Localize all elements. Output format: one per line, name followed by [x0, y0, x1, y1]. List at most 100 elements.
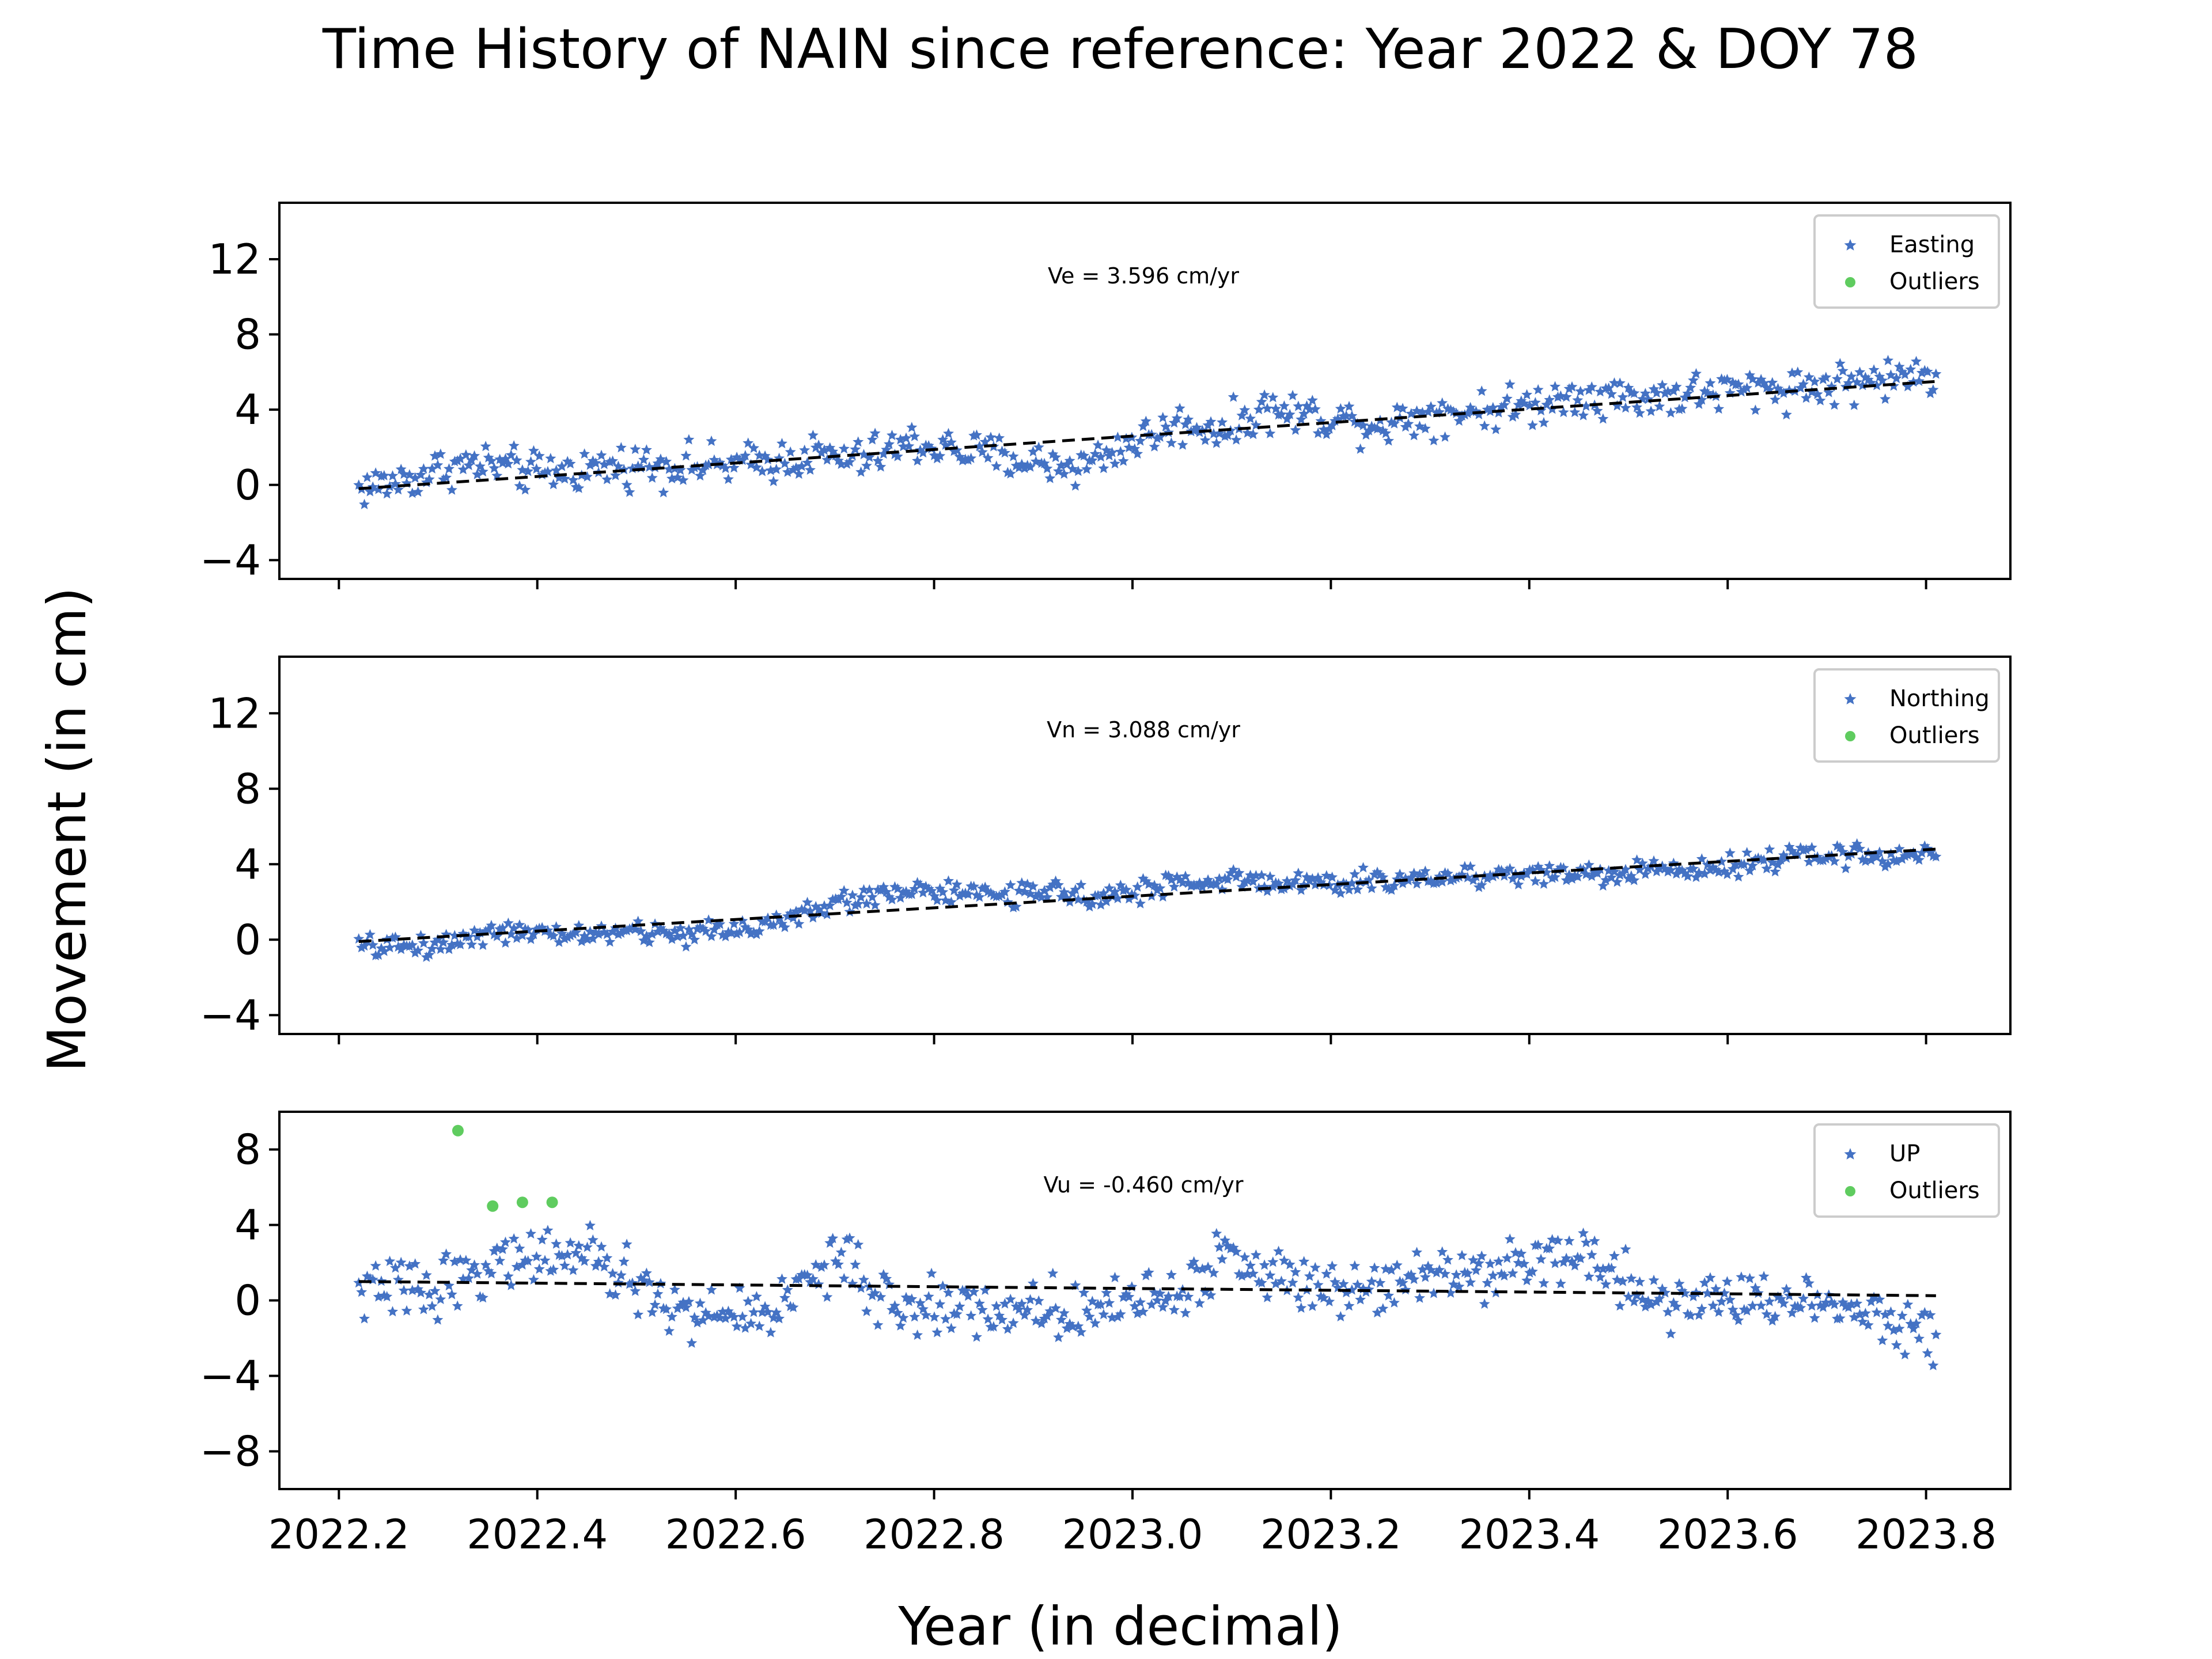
easting-panel: −4 0 4 8 12 Ve = 3.596 cm/yr Easting Outliers	[200, 202, 2012, 589]
data-point	[1744, 1272, 1756, 1283]
data-point	[1654, 863, 1665, 874]
data-point	[1369, 869, 1380, 880]
data-point	[1498, 399, 1510, 410]
data-point	[1165, 437, 1177, 448]
data-point	[994, 890, 1005, 901]
data-point	[1242, 875, 1253, 885]
legend-outlier-marker	[1845, 731, 1855, 741]
data-point	[1259, 389, 1270, 400]
y-tick-label: 4	[234, 1201, 261, 1249]
data-point	[793, 918, 805, 929]
data-point	[1335, 1310, 1346, 1321]
data-point	[934, 1298, 946, 1309]
data-point	[1628, 1296, 1640, 1306]
data-point	[1803, 856, 1815, 867]
data-point	[1532, 384, 1544, 395]
data-point	[1911, 355, 1922, 366]
data-point	[827, 1233, 839, 1244]
data-point	[1086, 454, 1098, 465]
data-point	[1120, 1288, 1132, 1299]
data-point	[740, 450, 751, 461]
data-point	[1798, 378, 1809, 389]
data-point	[1309, 879, 1321, 890]
data-point	[646, 1306, 658, 1317]
data-point	[1358, 862, 1369, 873]
data-point	[841, 458, 853, 469]
data-point	[1532, 1239, 1544, 1250]
trend-line	[358, 1280, 1936, 1297]
data-point	[1115, 1308, 1126, 1319]
data-point	[1039, 1313, 1050, 1324]
data-point	[387, 1306, 399, 1317]
data-point	[1893, 1323, 1905, 1334]
data-point	[1324, 1296, 1335, 1306]
data-point	[511, 1261, 522, 1272]
data-point	[847, 1278, 858, 1289]
data-point	[621, 925, 632, 935]
data-point	[410, 947, 421, 958]
data-point	[1047, 1267, 1059, 1278]
data-point	[1905, 1318, 1916, 1329]
data-point	[542, 465, 554, 476]
data-point	[1448, 873, 1459, 884]
data-point	[1168, 881, 1180, 892]
data-point	[835, 459, 847, 469]
data-point	[423, 949, 435, 960]
data-point	[1462, 872, 1474, 882]
data-point	[438, 937, 449, 948]
data-point	[1905, 848, 1916, 859]
data-point	[951, 1308, 963, 1319]
data-point	[378, 945, 390, 956]
data-point	[997, 445, 1008, 456]
data-point	[1163, 427, 1175, 438]
data-point	[641, 444, 652, 455]
data-point	[643, 937, 655, 948]
data-point	[1919, 840, 1930, 851]
data-point	[1321, 1268, 1332, 1279]
data-point	[1688, 374, 1699, 385]
data-point	[615, 927, 627, 938]
data-point	[446, 484, 457, 495]
data-point	[536, 1234, 548, 1245]
data-point	[469, 450, 480, 461]
data-point	[697, 1315, 709, 1325]
data-point	[805, 464, 816, 475]
data-point	[1465, 861, 1476, 872]
data-point	[463, 460, 475, 471]
data-point	[1608, 1250, 1620, 1261]
data-point	[1795, 1302, 1806, 1313]
data-point	[1264, 871, 1276, 882]
data-point	[1594, 1271, 1606, 1282]
data-point	[655, 922, 666, 933]
data-point	[1721, 1276, 1733, 1287]
data-point	[1298, 879, 1310, 890]
data-point	[923, 1291, 934, 1302]
data-point	[1919, 1306, 1930, 1317]
data-point	[508, 1233, 520, 1244]
data-point	[1267, 392, 1279, 403]
data-point	[1544, 394, 1555, 405]
data-point	[963, 1290, 974, 1301]
data-point	[982, 1313, 994, 1324]
data-point	[1927, 1359, 1939, 1370]
data-point	[689, 934, 700, 945]
data-point	[1157, 412, 1169, 423]
data-point	[1312, 427, 1324, 438]
data-point	[1211, 437, 1222, 448]
data-point	[531, 463, 542, 474]
data-point	[824, 900, 836, 911]
data-point	[1278, 1255, 1290, 1266]
data-point	[1535, 1253, 1547, 1264]
legend-series-marker	[1844, 693, 1857, 704]
data-point	[965, 452, 977, 463]
data-point	[624, 1278, 635, 1289]
data-point	[1642, 863, 1654, 874]
data-point	[979, 1284, 991, 1295]
data-point	[787, 1301, 799, 1312]
data-point	[1321, 429, 1332, 440]
data-point	[404, 940, 415, 951]
data-point	[432, 1314, 444, 1325]
data-point	[582, 1241, 593, 1252]
data-point	[1437, 876, 1448, 887]
